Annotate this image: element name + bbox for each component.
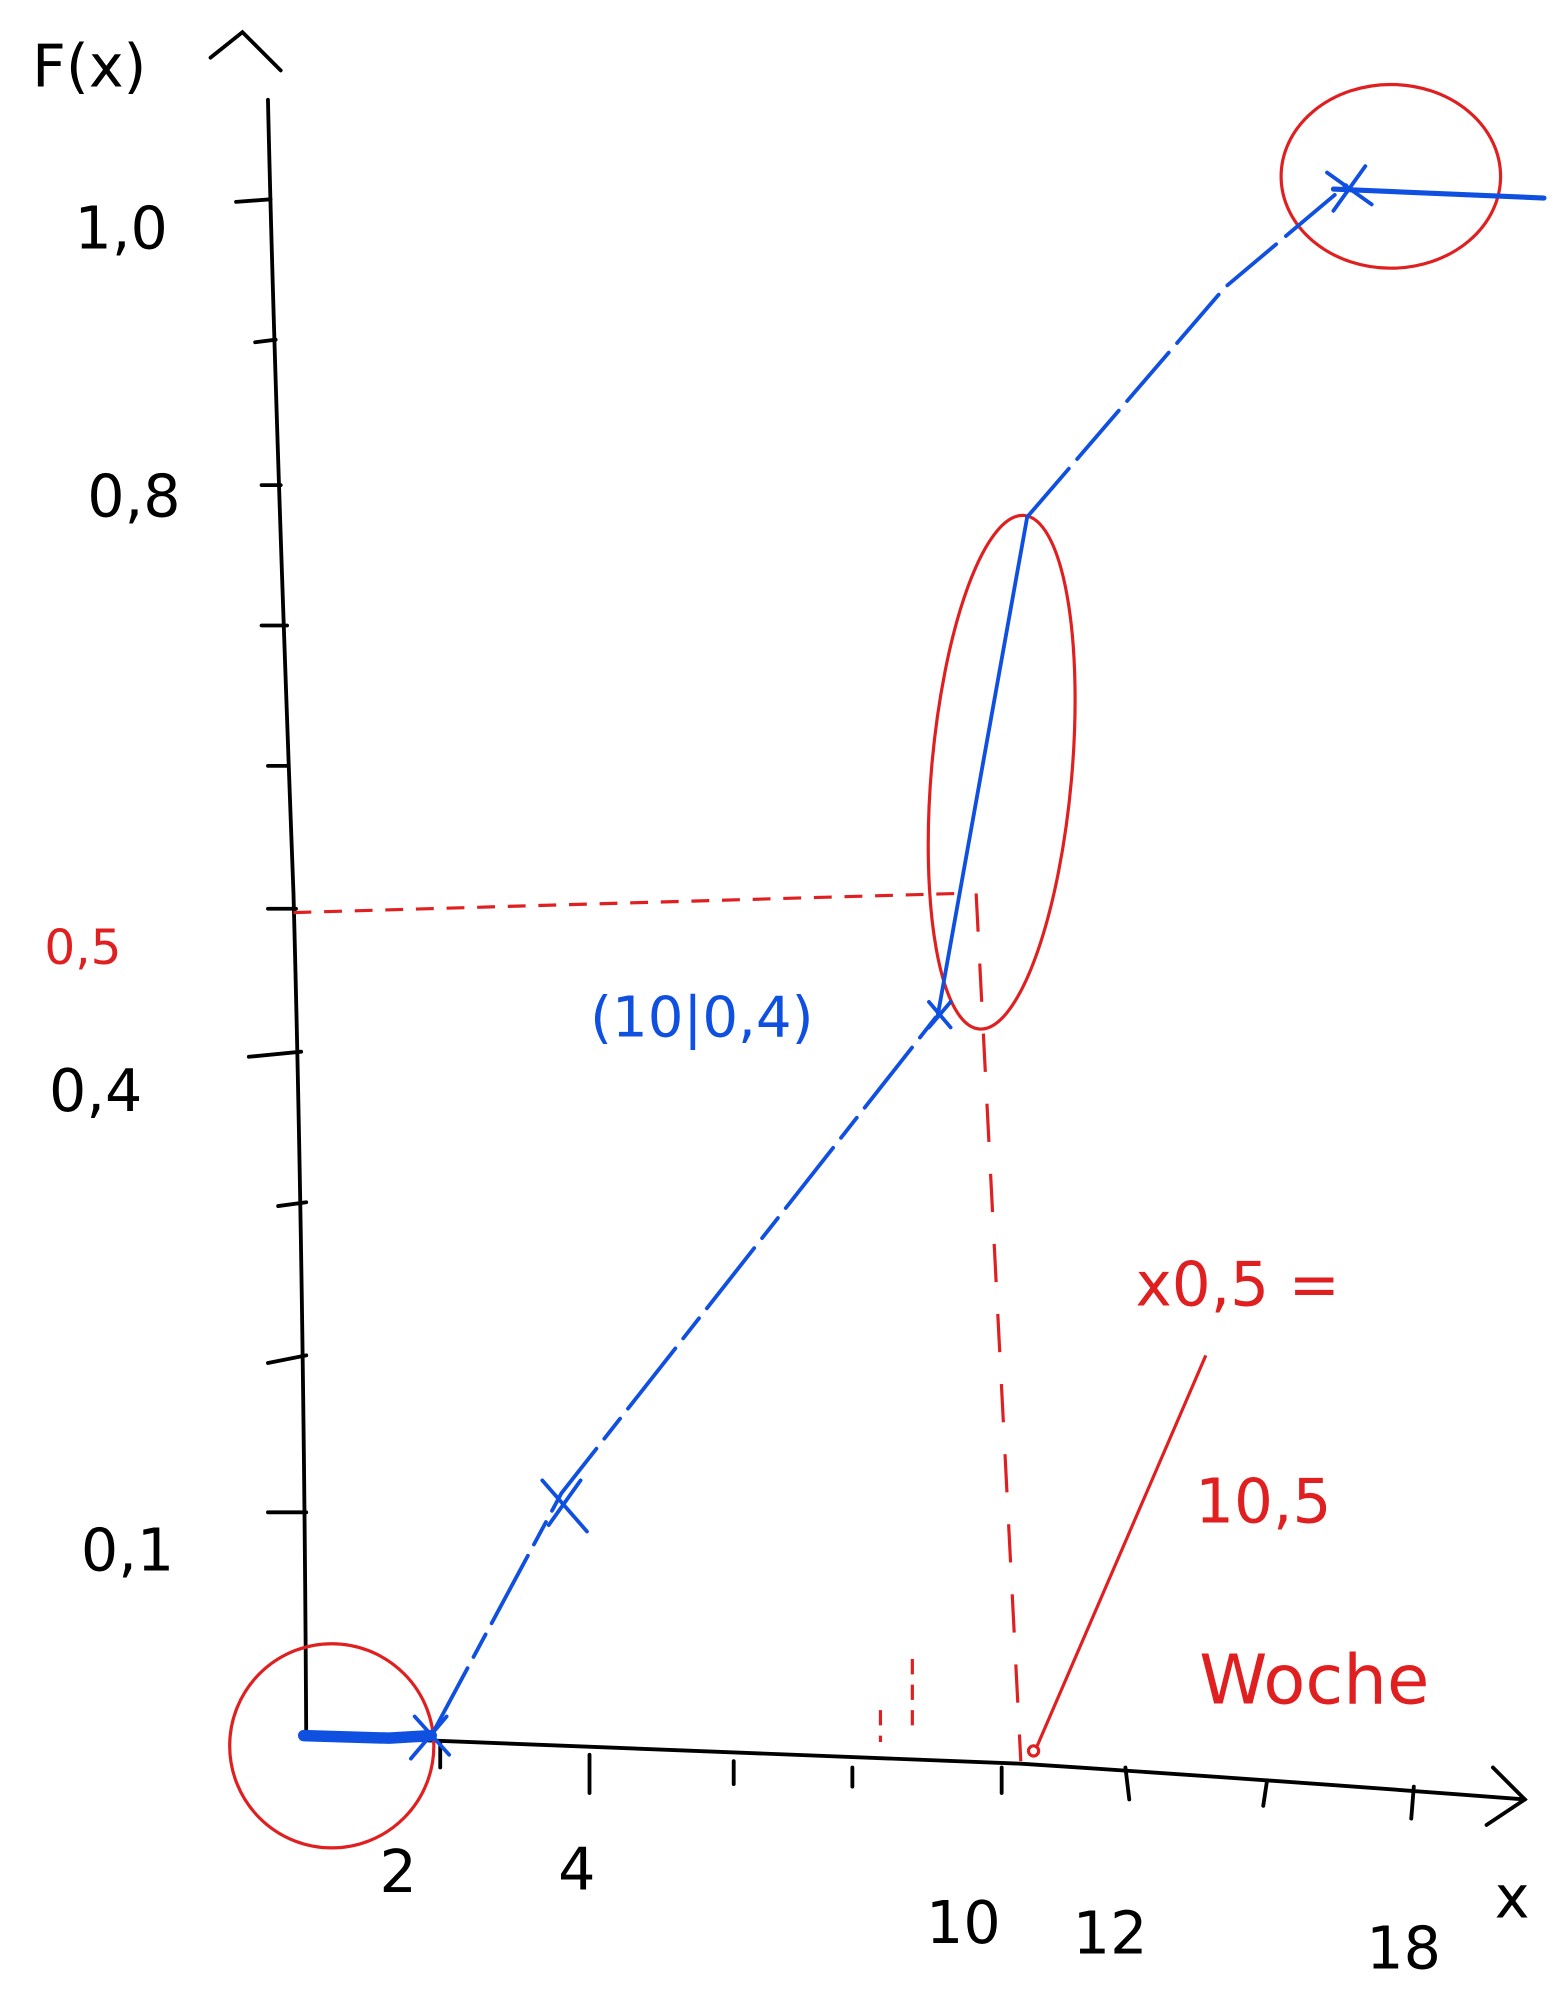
y-label: 0,4: [49, 1057, 142, 1125]
x-label: 12: [1073, 1899, 1148, 1967]
x-ticks: [438, 1740, 1416, 1821]
median-point: [1026, 1744, 1041, 1758]
median-line: [293, 891, 958, 915]
point-label: (10|0,4): [590, 986, 813, 1051]
pointer: [1034, 1354, 1208, 1750]
cdf-jump: [935, 515, 1030, 1017]
y-label: 0,8: [87, 463, 180, 531]
x-label: 4: [558, 1836, 595, 1904]
median-level: 0,5: [44, 920, 121, 976]
y-ticks: [234, 197, 309, 1515]
red-marks: [228, 82, 1503, 1850]
axes: [208, 29, 1528, 1827]
cdf-start: [297, 1729, 438, 1744]
y-title: F(x): [32, 33, 146, 101]
median-drop: [974, 893, 1023, 1762]
x-axis: [304, 1733, 1527, 1802]
circle-start: [228, 1642, 436, 1850]
x-label: 18: [1366, 1915, 1441, 1983]
y-axis: [266, 97, 309, 1741]
cdf-end: [1330, 186, 1547, 201]
cdf-segment: [429, 1012, 940, 1738]
unit-label: Woche: [1199, 1641, 1429, 1721]
cdf: [297, 164, 1547, 1761]
x-title: x: [1495, 1864, 1530, 1932]
circle-jump: [926, 513, 1077, 1031]
y-arrow: [208, 29, 283, 73]
x-arrow: [1484, 1765, 1528, 1827]
circle-end: [1279, 82, 1503, 270]
quantile-value: 10,5: [1195, 1467, 1331, 1538]
cdf-segment-2: [1025, 183, 1349, 519]
y-label: 0,1: [81, 1517, 174, 1585]
x-label: 10: [926, 1889, 1001, 1957]
quantile-label: x0,5 =: [1136, 1250, 1340, 1321]
x-label: 2: [379, 1838, 416, 1906]
y-label: 1,0: [75, 195, 168, 263]
crosses: [408, 164, 1374, 1761]
